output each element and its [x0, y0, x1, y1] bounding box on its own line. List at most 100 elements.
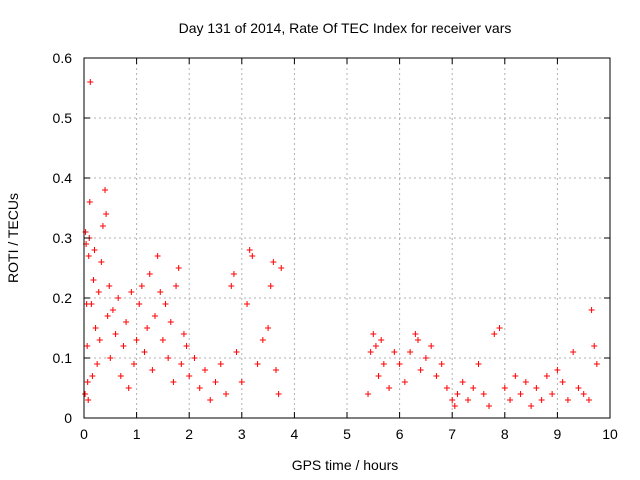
data-point	[186, 373, 193, 379]
data-point	[144, 325, 151, 331]
data-point	[507, 397, 514, 403]
data-point	[570, 349, 577, 355]
data-point	[125, 385, 132, 391]
data-point	[196, 385, 203, 391]
data-point	[128, 289, 135, 295]
chart-title: Day 131 of 2014, Rate Of TEC Index for r…	[179, 20, 512, 36]
data-point	[201, 367, 208, 373]
data-point	[117, 373, 124, 379]
data-point	[372, 343, 379, 349]
data-point	[138, 283, 145, 289]
data-point	[380, 361, 387, 367]
data-point	[593, 361, 600, 367]
data-point	[84, 343, 91, 349]
y-axis-label: ROTI / TECUs	[5, 193, 21, 283]
data-point	[588, 307, 595, 313]
data-point	[159, 337, 166, 343]
data-point	[585, 397, 592, 403]
data-point	[249, 253, 256, 259]
x-tick-label: 4	[291, 426, 299, 442]
data-point	[165, 355, 172, 361]
y-tick-label: 0.5	[53, 110, 73, 126]
data-point	[103, 211, 110, 217]
data-point	[459, 379, 466, 385]
x-axis-label: GPS time / hours	[292, 457, 399, 473]
data-point	[496, 325, 503, 331]
data-point	[233, 349, 240, 355]
data-point	[112, 331, 119, 337]
data-point	[491, 331, 498, 337]
data-point	[86, 199, 93, 205]
data-point	[438, 361, 445, 367]
data-point	[501, 385, 508, 391]
data-point	[90, 277, 97, 283]
data-point	[133, 337, 140, 343]
data-point	[107, 355, 114, 361]
data-point	[238, 379, 245, 385]
data-point	[486, 403, 493, 409]
data-point	[480, 391, 487, 397]
data-point	[183, 343, 190, 349]
data-point	[365, 391, 372, 397]
data-point	[92, 325, 99, 331]
data-point	[102, 187, 109, 193]
data-point	[564, 397, 571, 403]
y-tick-label: 0.2	[53, 290, 73, 306]
data-point	[223, 391, 230, 397]
x-tick-label: 9	[554, 426, 562, 442]
data-point	[104, 313, 111, 319]
data-point	[167, 319, 174, 325]
data-point	[106, 283, 113, 289]
data-point	[386, 385, 393, 391]
data-point	[259, 337, 266, 343]
data-point	[278, 265, 285, 271]
data-point	[267, 283, 274, 289]
data-point	[449, 397, 456, 403]
data-point	[136, 301, 143, 307]
data-point	[549, 391, 556, 397]
data-point	[217, 361, 224, 367]
y-tick-label: 0	[64, 410, 72, 426]
grid-lines	[84, 58, 610, 418]
data-point	[575, 385, 582, 391]
data-point	[275, 391, 282, 397]
data-point	[454, 391, 461, 397]
data-point	[88, 301, 95, 307]
data-point	[254, 361, 261, 367]
data-point	[170, 379, 177, 385]
y-tick-label: 0.3	[53, 230, 73, 246]
data-point	[517, 391, 524, 397]
data-point	[146, 271, 153, 277]
data-point	[370, 331, 377, 337]
data-point	[417, 367, 424, 373]
data-point	[91, 247, 98, 253]
data-point	[230, 271, 237, 277]
data-point	[396, 361, 403, 367]
x-tick-label: 3	[238, 426, 246, 442]
data-point	[401, 379, 408, 385]
data-point	[94, 361, 101, 367]
data-point	[412, 331, 419, 337]
data-point	[270, 259, 277, 265]
data-point	[84, 379, 91, 385]
data-point	[212, 379, 219, 385]
y-tick-label: 0.1	[53, 350, 73, 366]
x-tick-label: 0	[80, 426, 88, 442]
data-point	[246, 247, 253, 253]
x-tick-label: 7	[448, 426, 456, 442]
data-point	[428, 343, 435, 349]
data-point	[451, 403, 458, 409]
data-point	[422, 355, 429, 361]
data-point	[123, 319, 130, 325]
data-point	[538, 397, 545, 403]
data-point	[85, 253, 92, 259]
data-point	[207, 397, 214, 403]
data-point	[554, 367, 561, 373]
data-point	[464, 397, 471, 403]
data-point	[191, 355, 198, 361]
y-tick-label: 0.4	[53, 170, 73, 186]
data-point	[162, 301, 169, 307]
x-tick-label: 5	[343, 426, 351, 442]
y-tick-label: 0.6	[53, 50, 73, 66]
data-point	[512, 373, 519, 379]
